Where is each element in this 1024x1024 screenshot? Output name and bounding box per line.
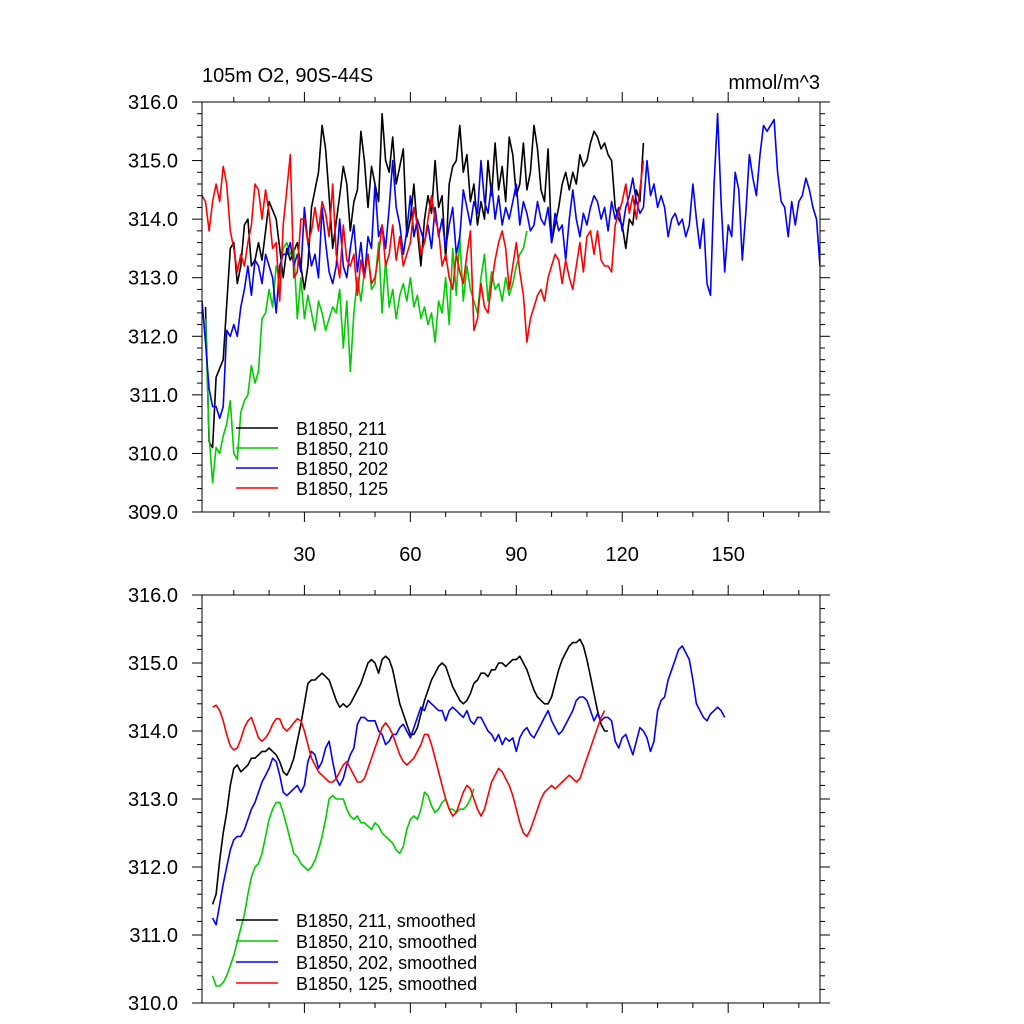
legend-item: B1850, 211, smoothed (236, 911, 476, 931)
y-tick-label: 312.0 (128, 326, 178, 348)
x-axis: 30 60 90 120 150 (233, 92, 800, 566)
legend-label: B1850, 125 (296, 479, 388, 499)
x-tick-label: 150 (711, 544, 744, 566)
y-tick-label: 314.0 (128, 209, 178, 231)
series-line-3 (211, 645, 726, 926)
y-axis: 309.0 310.0 311.0 312.0 313.0 314.0 315.0 316.0 (128, 92, 830, 524)
legend-item: B1850, 210 (236, 439, 388, 459)
series-group (202, 112, 820, 484)
y-tick-label: 311.0 (129, 385, 178, 407)
legend-item: B1850, 125 (236, 479, 388, 499)
y-tick-label: 316.0 (128, 92, 178, 114)
panel-top: 309.0 310.0 311.0 312.0 313.0 314.0 315.0 316.0… (128, 65, 830, 566)
legend-label: B1850, 211 (296, 419, 387, 439)
legend-item: B1850, 211 (236, 419, 387, 439)
series-line-1 (211, 638, 609, 905)
series-group (211, 638, 726, 987)
panel-bottom: 310.0 311.0 312.0 313.0 314.0 315.0 316.0 B1850… (128, 585, 830, 1015)
y-tick-label: 312.0 (128, 857, 178, 879)
legend-label: B1850, 202 (296, 459, 388, 479)
y-tick-label: 314.0 (128, 721, 178, 743)
y-tick-label: 309.0 (128, 502, 178, 524)
legend-label: B1850, 202, smoothed (296, 953, 477, 973)
x-tick-label: 120 (606, 544, 639, 566)
legend-label: B1850, 125, smoothed (296, 974, 477, 994)
y-axis: 310.0 311.0 312.0 313.0 314.0 315.0 316.0 (128, 585, 830, 1015)
legend-label: B1850, 211, smoothed (296, 911, 476, 931)
legend-item: B1850, 202 (236, 459, 388, 479)
y-tick-label: 315.0 (128, 151, 178, 173)
x-tick-label: 90 (505, 544, 527, 566)
y-tick-label: 310.0 (128, 443, 178, 465)
y-tick-label: 313.0 (128, 268, 178, 290)
series-line-4 (212, 704, 606, 838)
legend-label: B1850, 210, smoothed (296, 932, 477, 952)
legend-item: B1850, 210, smoothed (236, 932, 477, 952)
y-tick-label: 310.0 (128, 993, 178, 1015)
series-line-4 (202, 153, 645, 343)
y-tick-label: 315.0 (128, 653, 178, 675)
legend-item: B1850, 202, smoothed (236, 953, 477, 973)
plot-frame (201, 101, 821, 513)
series-line-2 (211, 788, 475, 987)
x-axis (233, 585, 800, 1013)
y-tick-label: 313.0 (128, 789, 178, 811)
legend-item: B1850, 125, smoothed (236, 974, 477, 994)
chart-title-right: mmol/m^3 (728, 72, 820, 94)
series-line-3 (202, 112, 820, 420)
x-tick-label: 30 (293, 544, 315, 566)
chart-title-left: 105m O2, 90S-44S (202, 65, 373, 87)
y-tick-label: 311.0 (129, 925, 178, 947)
y-tick-label: 316.0 (128, 585, 178, 607)
legend-label: B1850, 210 (296, 439, 388, 459)
x-tick-label: 60 (399, 544, 421, 566)
